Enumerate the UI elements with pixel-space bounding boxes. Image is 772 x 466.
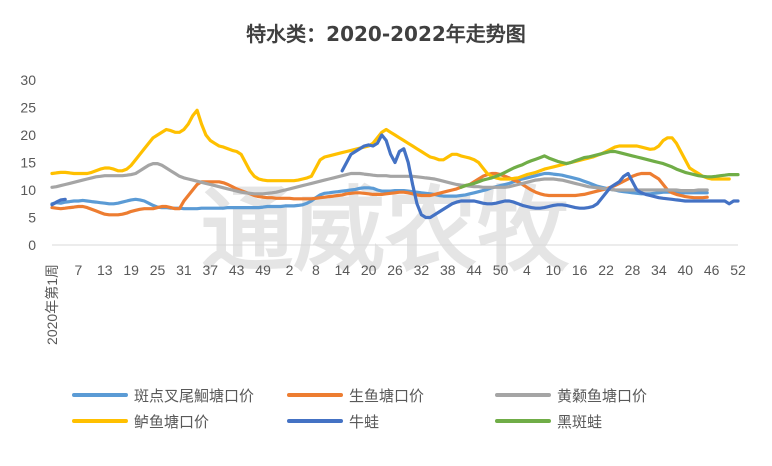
y-tick-label: 15 [20, 155, 36, 171]
legend-item: 生鱼塘口价 [287, 382, 424, 408]
x-tick-label: 40 [677, 262, 693, 278]
x-tick-label: 16 [572, 262, 588, 278]
series-path [50, 197, 67, 207]
legend-item: 鲈鱼塘口价 [72, 408, 209, 434]
y-tick-label: 25 [20, 100, 36, 116]
y-tick-label: 30 [20, 72, 36, 88]
x-tick-label: 7 [74, 262, 82, 278]
x-tick-label: 49 [255, 262, 271, 278]
series-path [50, 108, 731, 183]
x-tick-label: 4 [523, 262, 531, 278]
legend-swatch [287, 393, 343, 397]
x-tick-label: 19 [123, 262, 139, 278]
series-line-3 [50, 162, 709, 196]
legend-label: 黑斑蛙 [557, 412, 603, 431]
legend-label: 牛蛙 [349, 412, 380, 431]
series-line-6 [459, 149, 740, 189]
x-tick-label: 8 [312, 262, 320, 278]
x-tick-label: 25 [150, 262, 166, 278]
legend-swatch [495, 393, 551, 397]
legend-swatch [495, 419, 551, 423]
chart-legend: 斑点叉尾鮰塘口价 生鱼塘口价 黄颡鱼塘口价鲈鱼塘口价 牛蛙 黑斑蛙 [0, 382, 772, 462]
x-tick-label: 22 [598, 262, 614, 278]
legend-swatch [287, 419, 343, 423]
legend-item: 斑点叉尾鮰塘口价 [72, 382, 254, 408]
legend-label: 鲈鱼塘口价 [134, 412, 210, 431]
x-tick-label: 10 [546, 262, 562, 278]
series-line-2 [50, 171, 709, 217]
legend-item: 黄颡鱼塘口价 [495, 382, 647, 408]
x-tick-label: 52 [730, 262, 746, 278]
series-path [459, 149, 740, 189]
legend-swatch [72, 419, 128, 423]
y-tick-label: 10 [20, 182, 36, 198]
series-line-4 [50, 108, 731, 183]
x-tick-label: 13 [97, 262, 113, 278]
series-path [50, 171, 709, 217]
legend-item: 黑斑蛙 [495, 408, 602, 434]
legend-label: 生鱼塘口价 [349, 386, 425, 405]
x-tick-label: 26 [387, 262, 403, 278]
series-layer [50, 108, 740, 220]
legend-label: 黄颡鱼塘口价 [557, 386, 648, 405]
x-tick-label: 34 [651, 262, 667, 278]
x-tick-label: 28 [625, 262, 641, 278]
series-path [50, 162, 709, 196]
y-tick-label: 20 [20, 127, 36, 143]
legend-label: 斑点叉尾鮰塘口价 [134, 386, 255, 405]
y-tick-label: 0 [28, 237, 36, 253]
x-tick-label: 2020年第1周 [44, 264, 60, 345]
x-tick-label: 31 [176, 262, 192, 278]
x-tick-label: 37 [203, 262, 219, 278]
series-path [340, 133, 740, 220]
x-tick-label: 14 [334, 262, 350, 278]
x-tick-label: 2 [286, 262, 294, 278]
legend-item: 牛蛙 [287, 408, 379, 434]
series-line-5 [50, 133, 740, 220]
x-tick-label: 32 [414, 262, 430, 278]
legend-swatch [72, 393, 128, 397]
x-tick-label: 38 [440, 262, 456, 278]
y-tick-label: 5 [28, 210, 36, 226]
x-tick-label: 50 [493, 262, 509, 278]
x-tick-label: 20 [361, 262, 377, 278]
x-tick-label: 44 [466, 262, 482, 278]
chart-title: 特水类：2020-2022年走势图 [246, 22, 526, 46]
x-tick-label: 46 [704, 262, 720, 278]
x-tick-label: 43 [229, 262, 245, 278]
